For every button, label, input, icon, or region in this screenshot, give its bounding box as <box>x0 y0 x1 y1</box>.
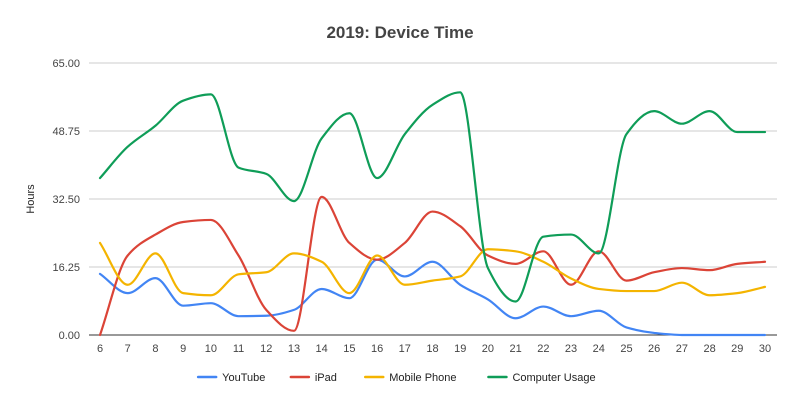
x-tick-label: 12 <box>260 343 272 355</box>
series-line-youtube <box>98 258 767 337</box>
x-tick-label: 25 <box>620 343 632 355</box>
y-tick-label: 65.00 <box>52 58 80 70</box>
x-tick-label: 24 <box>593 343 605 355</box>
chart-title: 2019: Device Time <box>326 23 473 42</box>
x-tick-label: 8 <box>152 343 158 355</box>
legend-item-computer-usage: Computer Usage <box>487 372 596 384</box>
y-axis-label: Hours <box>25 184 37 214</box>
legend: YouTube iPad Mobile Phone Computer Usage <box>196 372 596 384</box>
legend-label: Computer Usage <box>512 372 595 384</box>
y-tick-label: 16.25 <box>52 262 80 274</box>
y-tick-label: 48.75 <box>52 126 80 138</box>
x-tick-label: 9 <box>180 343 186 355</box>
x-tick-label: 14 <box>316 343 328 355</box>
x-tick-label: 28 <box>703 343 715 355</box>
x-tick-label: 13 <box>288 343 300 355</box>
x-tick-label: 19 <box>454 343 466 355</box>
series-line-mobile-phone <box>98 241 767 297</box>
x-tick-label: 17 <box>399 343 411 355</box>
x-tick-label: 26 <box>648 343 660 355</box>
x-tick-label: 10 <box>205 343 217 355</box>
gridlines <box>89 62 777 336</box>
series-lines <box>98 91 767 337</box>
legend-item-ipad: iPad <box>289 372 337 384</box>
legend-label: iPad <box>315 372 337 384</box>
x-tick-label: 16 <box>371 343 383 355</box>
y-axis-ticks: 0.00 16.25 32.50 48.75 65.00 <box>52 58 80 342</box>
series-line-ipad <box>98 195 767 337</box>
legend-item-mobile-phone: Mobile Phone <box>364 372 457 384</box>
y-tick-label: 32.50 <box>52 194 80 206</box>
x-tick-label: 22 <box>537 343 549 355</box>
x-tick-label: 30 <box>759 343 771 355</box>
x-tick-label: 7 <box>125 343 131 355</box>
x-tick-label: 6 <box>97 343 103 355</box>
legend-label: YouTube <box>222 372 265 384</box>
x-tick-label: 23 <box>565 343 577 355</box>
x-tick-label: 27 <box>676 343 688 355</box>
x-tick-label: 18 <box>426 343 438 355</box>
x-tick-label: 21 <box>510 343 522 355</box>
x-tick-label: 20 <box>482 343 494 355</box>
x-tick-label: 29 <box>731 343 743 355</box>
series-line-computer-usage <box>98 91 767 303</box>
legend-label: Mobile Phone <box>389 372 456 384</box>
x-axis-ticks: 6 7 8 9 10 11 12 13 14 15 16 17 18 19 20 21 22 23 24 25 26 27… <box>97 343 771 355</box>
x-tick-label: 11 <box>233 343 244 355</box>
y-tick-label: 0.00 <box>59 330 80 342</box>
x-tick-label: 15 <box>343 343 355 355</box>
legend-item-youtube: YouTube <box>196 372 265 384</box>
